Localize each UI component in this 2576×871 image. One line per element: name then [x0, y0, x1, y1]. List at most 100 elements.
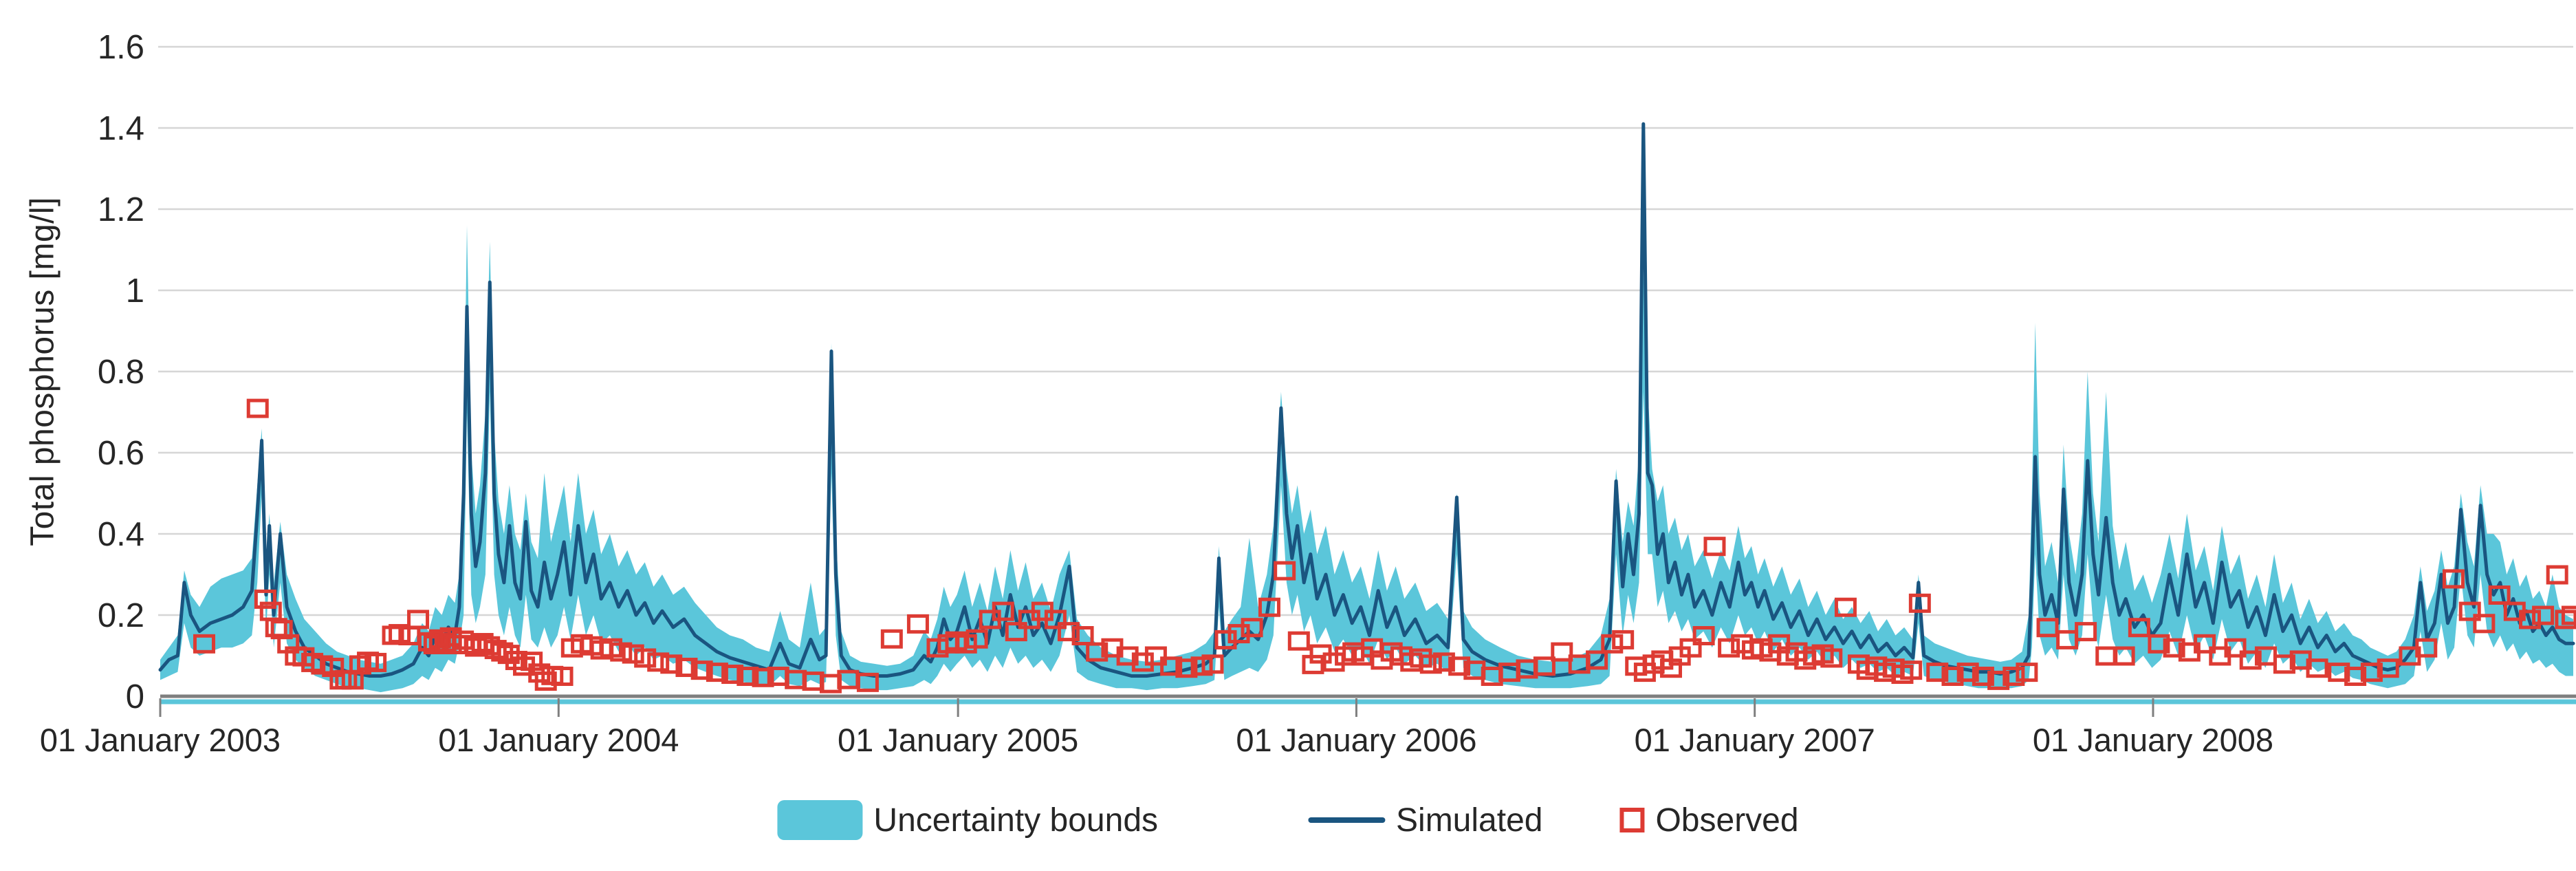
observed-point [2328, 663, 2350, 682]
x-tick-label: 01 January 2003 [40, 722, 281, 758]
observed-point [2113, 646, 2135, 666]
observed-point [736, 667, 759, 686]
observed-point [246, 398, 269, 418]
observed-point [2555, 610, 2576, 630]
observed-point [2360, 663, 2383, 682]
observed-point [2546, 565, 2568, 585]
observed-point [1972, 667, 1994, 686]
x-tick-label: 01 January 2004 [438, 722, 679, 758]
observed-point [1718, 638, 1740, 658]
y-tick-label: 0 [126, 678, 144, 716]
observed-point [1175, 658, 1198, 678]
legend-item-observed: Observed [1619, 802, 1799, 839]
observed-point [1322, 652, 1345, 672]
observed-point [1057, 622, 1080, 642]
observed-point [622, 644, 644, 664]
observed-point [1201, 654, 1224, 674]
observed-point [1258, 597, 1280, 617]
observed-point [965, 629, 988, 649]
x-tick-label: 01 January 2005 [838, 722, 1078, 758]
observed-point [1448, 656, 1471, 676]
observed-point [1086, 642, 1109, 662]
legend-label-simulated: Simulated [1396, 802, 1543, 839]
observed-point [2148, 634, 2170, 654]
observed-point [2458, 601, 2481, 621]
simulated-line [158, 122, 2575, 678]
observed-point [880, 629, 903, 649]
x-tick-label: 01 January 2007 [1635, 722, 1875, 758]
y-tick-label: 0.4 [98, 516, 144, 553]
observed-square-icon [1619, 808, 1645, 832]
observed-point [2344, 667, 2367, 686]
observed-point [534, 671, 557, 691]
observed-point [2036, 618, 2059, 638]
y-tick-label: 1.6 [98, 29, 144, 66]
y-tick-label: 0.6 [98, 435, 144, 472]
observed-point [2224, 638, 2247, 658]
observed-point [551, 667, 574, 686]
legend-label-uncertainty-bounds: Uncertainty bounds [873, 802, 1159, 839]
observed-point [2488, 585, 2511, 605]
observed-point [1612, 630, 1635, 649]
observed-point [2239, 650, 2262, 670]
observed-point [2532, 605, 2555, 625]
observed-point [706, 663, 728, 682]
x-tick-label: 01 January 2006 [1236, 722, 1476, 758]
observed-point [2002, 667, 2025, 686]
y-axis-title: Total phosphorus [mg/l] [24, 197, 61, 546]
y-tick-label: 1.4 [98, 110, 144, 147]
observed-point [752, 667, 774, 687]
observed-point [660, 654, 683, 674]
y-tick-label: 0.8 [98, 354, 144, 391]
observed-point [407, 610, 430, 630]
observed-point [1287, 631, 1310, 651]
observed-point [1551, 642, 1573, 662]
observed-point [856, 672, 879, 692]
x-tick-label: 01 January 2008 [2033, 722, 2273, 758]
observed-point [1160, 656, 1183, 676]
observed-point [1227, 624, 1250, 644]
observed-point [647, 652, 670, 672]
observed-point [1131, 652, 1154, 672]
observed-point [1005, 622, 1027, 642]
observed-point [1941, 667, 1964, 686]
observed-point [364, 652, 387, 672]
observed-point [2194, 634, 2216, 654]
legend-item-uncertainty-bounds: Uncertainty bounds [777, 800, 1158, 840]
observed-point [484, 640, 507, 660]
observed-point [2473, 614, 2496, 634]
observed-point [1703, 537, 1726, 557]
observed-point [2306, 658, 2328, 678]
observed-point [1586, 650, 1608, 670]
observed-point [1692, 626, 1715, 645]
observed-point [610, 642, 633, 662]
observed-point [992, 601, 1014, 621]
observed-point [1908, 593, 1931, 613]
observed-point [1987, 670, 2010, 690]
observed-point [1679, 638, 1702, 658]
observed-point [2128, 618, 2150, 638]
observed-point [2377, 658, 2399, 678]
y-tick-label: 0.2 [98, 597, 144, 634]
observed-point [265, 618, 287, 638]
observed-point [1274, 561, 1296, 581]
observed-point [1926, 663, 1949, 682]
observed-point [906, 614, 929, 634]
y-tick-label: 1.2 [98, 191, 144, 228]
observed-point [721, 665, 744, 685]
observed-point [1116, 646, 1139, 666]
observed-point [1432, 652, 1455, 672]
observed-point [1044, 610, 1067, 630]
observed-point [2163, 638, 2185, 658]
observed-point [675, 658, 698, 678]
observed-point [2075, 622, 2097, 642]
simulated-line-icon [1308, 817, 1386, 823]
observed-point [1241, 618, 1263, 638]
observed-point [2415, 638, 2438, 658]
observed-point [1533, 656, 1556, 676]
observed-point [2561, 605, 2576, 625]
observed-point [1071, 626, 1094, 645]
observed-point [193, 634, 215, 654]
